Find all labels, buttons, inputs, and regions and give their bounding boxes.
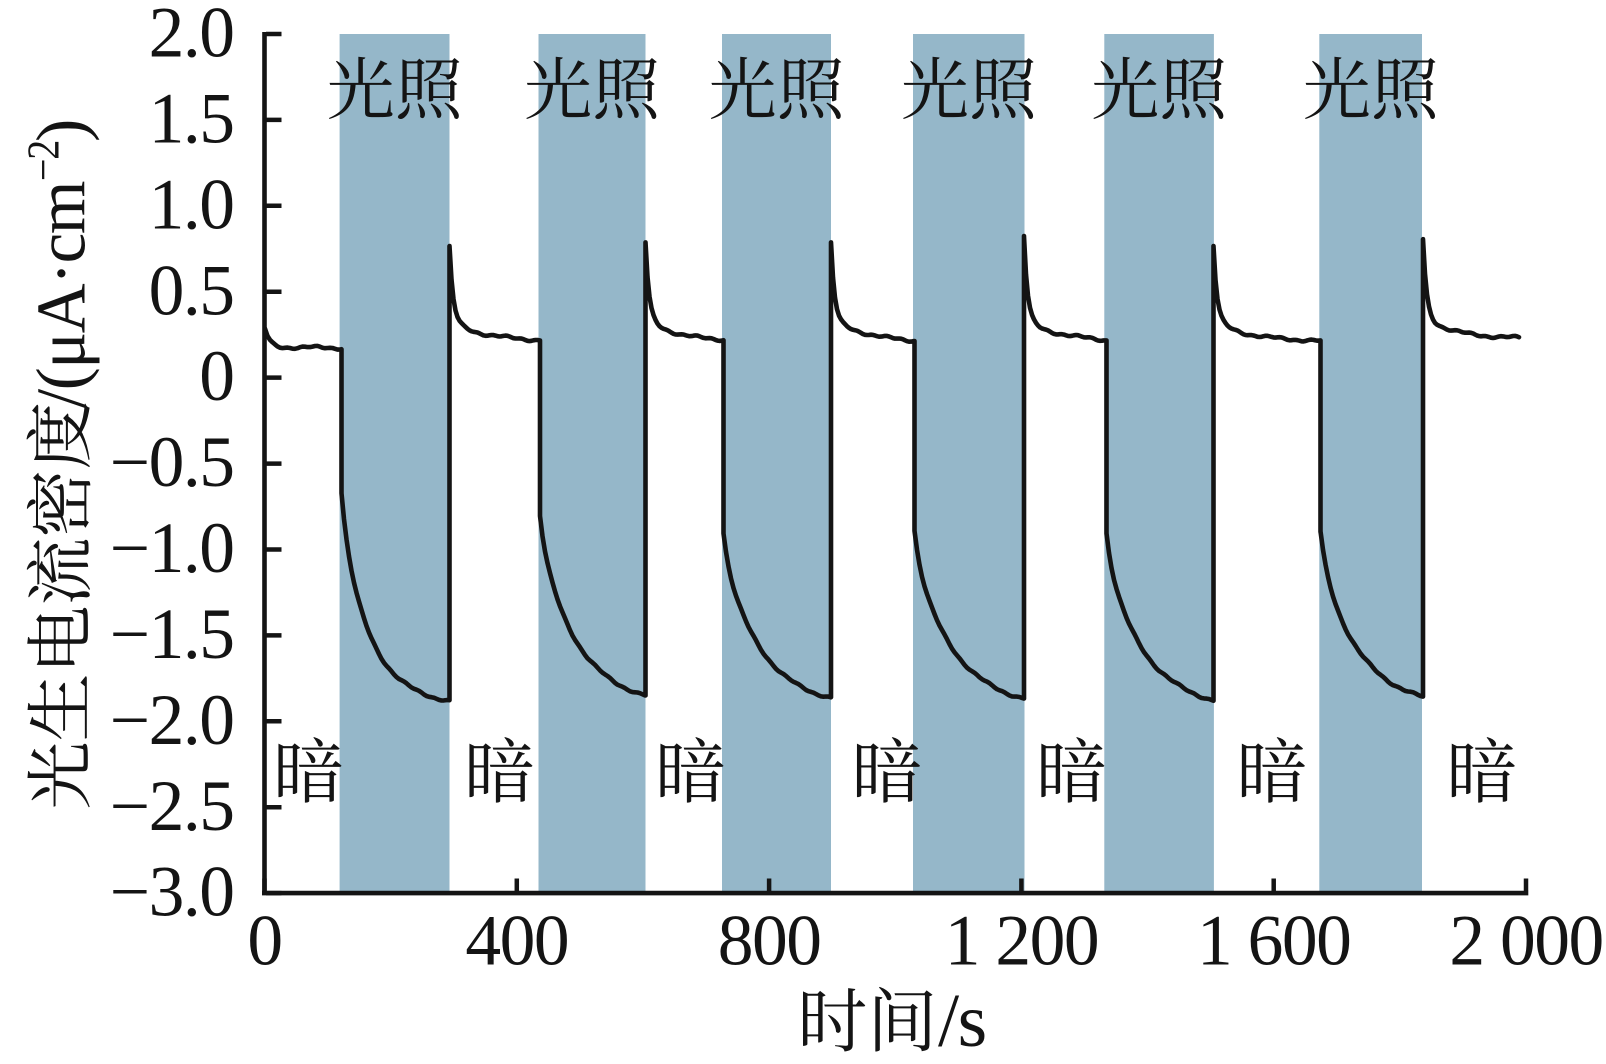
svg-text:−0.5: −0.5 [110,423,234,502]
svg-text:0: 0 [247,902,281,981]
svg-text:2.0: 2.0 [149,0,234,73]
svg-text:1.5: 1.5 [149,80,234,159]
svg-text:0.5: 0.5 [149,251,234,330]
svg-text:/(μA·cm: /(μA·cm [23,181,100,408]
svg-text:−2: −2 [17,141,68,181]
svg-text:1 200: 1 200 [945,902,1098,981]
svg-text:−1.5: −1.5 [110,595,234,674]
svg-text:400: 400 [465,902,568,981]
svg-text:/s: /s [938,979,986,1063]
svg-text:−2.5: −2.5 [110,767,234,846]
svg-text:1.0: 1.0 [149,165,234,244]
svg-text:−3.0: −3.0 [110,853,234,932]
svg-text:): ) [23,120,100,142]
svg-text:2 000: 2 000 [1449,902,1602,981]
svg-text:−1.0: −1.0 [110,509,234,588]
svg-text:1 600: 1 600 [1197,902,1350,981]
svg-text:0: 0 [199,337,233,416]
svg-text:−2.0: −2.0 [110,681,234,760]
svg-text:800: 800 [718,902,821,981]
